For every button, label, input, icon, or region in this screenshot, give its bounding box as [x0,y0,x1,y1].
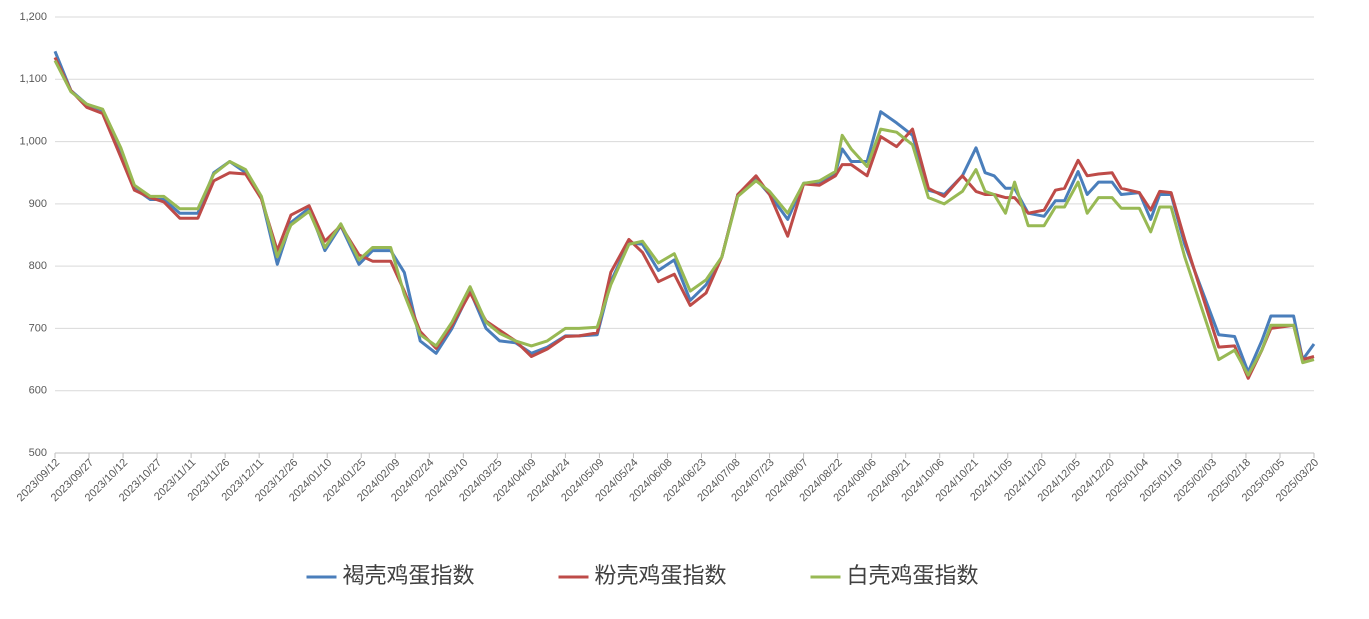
legend-label: 粉壳鸡蛋指数 [595,564,727,589]
y-tick-label: 700 [29,322,47,334]
y-tick-label: 1,200 [19,11,47,23]
y-tick-label: 600 [29,385,47,397]
y-tick-label: 800 [29,260,47,272]
series-line [53,50,1316,374]
y-tick-label: 1,100 [19,73,47,85]
legend-label: 褐壳鸡蛋指数 [343,564,475,589]
series-line [53,56,1315,380]
y-tick-label: 1,000 [19,135,47,147]
legend-label: 白壳鸡蛋指数 [847,564,979,589]
y-tick-label: 900 [29,198,47,210]
series-line [53,59,1315,377]
y-tick-label: 500 [29,447,47,459]
